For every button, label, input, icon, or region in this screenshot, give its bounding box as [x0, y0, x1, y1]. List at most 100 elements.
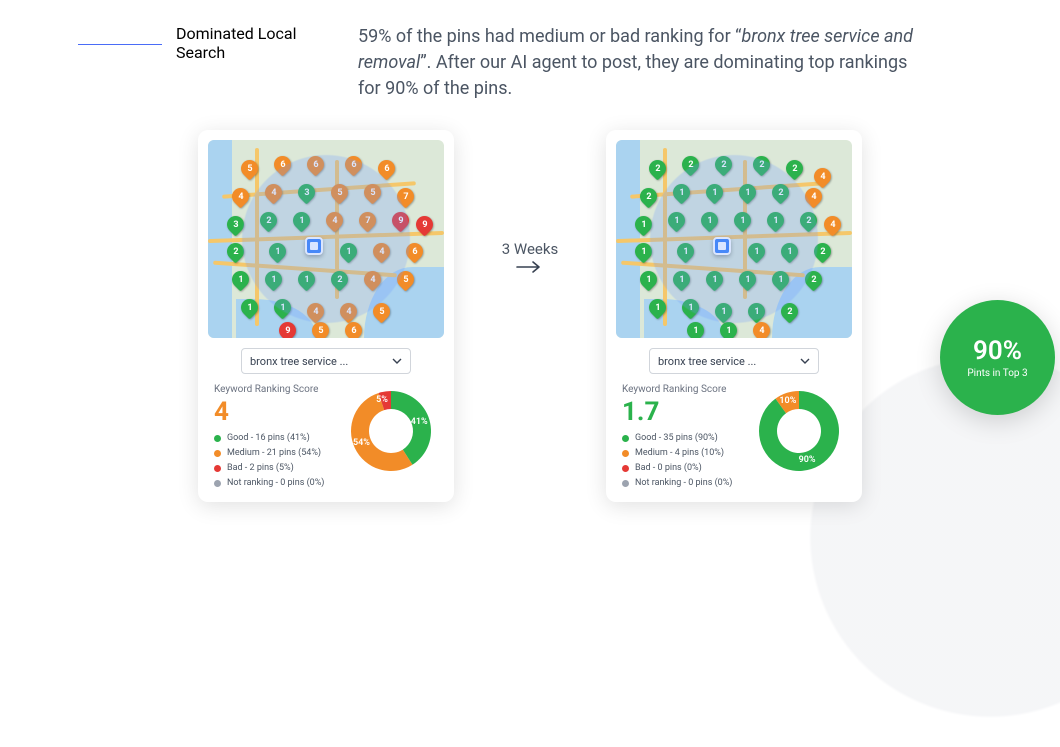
map-pin: 6: [341, 319, 365, 338]
legend-item: Medium - 4 pins (10%): [622, 448, 742, 458]
map-pin: 4: [820, 212, 844, 236]
map-pin: 5: [393, 267, 417, 291]
map-pin: 9: [412, 212, 436, 236]
donut-slice-label: 5%: [376, 395, 388, 405]
map-pin: 5: [238, 157, 262, 181]
map-pin: 3: [294, 180, 318, 204]
map-pin: 2: [778, 299, 802, 323]
map-pin: 2: [636, 184, 660, 208]
map-pin: 1: [764, 208, 788, 232]
map-pin: 1: [261, 267, 285, 291]
map-pin: 1: [735, 180, 759, 204]
map-pin: 1: [636, 267, 660, 291]
donut-slice-label: 10%: [779, 396, 796, 406]
legend-item: Bad - 0 pins (0%): [622, 463, 742, 473]
map-pin: 5: [327, 180, 351, 204]
legend-item: Not ranking - 0 pins (0%): [214, 478, 334, 488]
map-pin: 1: [294, 267, 318, 291]
header-description: 59% of the pins had medium or bad rankin…: [358, 24, 918, 102]
map-pin: 5: [360, 180, 384, 204]
map-pin: 1: [679, 295, 703, 319]
map-pin: 1: [631, 240, 655, 264]
map-pin: 1: [730, 208, 754, 232]
map-pin: 5: [308, 319, 332, 338]
map-pin: 4: [811, 164, 835, 188]
map-pin: 2: [223, 240, 247, 264]
dropdown-value: bronx tree service ...: [658, 355, 756, 368]
map-pin: 1: [631, 212, 655, 236]
map-pin: 4: [360, 267, 384, 291]
map-pin: 2: [797, 208, 821, 232]
after-card: 22222421112411111241111211111211112114 b…: [606, 130, 862, 502]
map-pin: 4: [749, 319, 773, 338]
map-pin: 6: [271, 153, 295, 177]
map-pin: 1: [266, 240, 290, 264]
legend-item: Good - 16 pins (41%): [214, 433, 334, 443]
map-pin: 1: [735, 267, 759, 291]
map-pin: 2: [801, 267, 825, 291]
legend: Good - 35 pins (90%)Medium - 4 pins (10%…: [622, 433, 742, 488]
map-pin: 1: [683, 319, 707, 338]
chevron-down-icon: [800, 356, 810, 366]
map-pin: 1: [768, 267, 792, 291]
map-pin: 1: [745, 240, 769, 264]
map-pin: 1: [716, 319, 740, 338]
business-location-pin: [713, 237, 731, 255]
map-pin: 1: [669, 180, 693, 204]
map-pin: 2: [712, 153, 736, 177]
header-accent-line: [78, 44, 162, 45]
map-pin: 2: [782, 157, 806, 181]
map-pin: 2: [679, 153, 703, 177]
map-pin: 4: [322, 208, 346, 232]
map-pin: 9: [275, 319, 299, 338]
map-pin: 1: [712, 299, 736, 323]
map-pin: 1: [337, 240, 361, 264]
map-pin: 2: [749, 153, 773, 177]
map-pin: 2: [256, 208, 280, 232]
legend-item: Not ranking - 0 pins (0%): [622, 478, 742, 488]
map-pin: 1: [238, 295, 262, 319]
donut-slice-label: 90%: [799, 455, 816, 465]
score-value: 4: [214, 397, 334, 427]
badge-percent: 90%: [973, 336, 1022, 366]
map-pin: 6: [341, 153, 365, 177]
map-pin: 1: [745, 299, 769, 323]
result-badge: 90% Pints in Top 3: [940, 300, 1055, 415]
arrow-right-icon: [515, 260, 545, 274]
map-pin: 6: [304, 153, 328, 177]
business-location-pin: [305, 237, 323, 255]
map-pin: 1: [664, 208, 688, 232]
keyword-dropdown[interactable]: bronx tree service ...: [649, 348, 819, 374]
map-pin: 2: [768, 180, 792, 204]
score-value: 1.7: [622, 397, 742, 427]
map-pin: 1: [271, 295, 295, 319]
dropdown-value: bronx tree service ...: [250, 355, 348, 368]
map-pin: 7: [393, 184, 417, 208]
map-pin: 2: [646, 157, 670, 181]
map-pin: 1: [778, 240, 802, 264]
map-pin: 6: [403, 240, 427, 264]
keyword-dropdown[interactable]: bronx tree service ...: [241, 348, 411, 374]
map-pin: 1: [289, 208, 313, 232]
header-label: Dominated Local Search: [176, 24, 338, 62]
map-pin: 5: [370, 299, 394, 323]
map-pin: 6: [374, 157, 398, 181]
map-pin: 3: [223, 212, 247, 236]
legend: Good - 16 pins (41%)Medium - 21 pins (54…: [214, 433, 334, 488]
map-pin: 4: [304, 299, 328, 323]
ranking-donut: 41% 54% 5%: [344, 384, 438, 478]
map-pin: 1: [669, 267, 693, 291]
transition-label: 3 Weeks: [502, 240, 558, 258]
map-pin: 1: [697, 208, 721, 232]
donut-slice-label: 54%: [353, 438, 370, 448]
map-pin: 4: [801, 184, 825, 208]
donut-slice-label: 41%: [411, 417, 428, 427]
map-pin: 4: [261, 180, 285, 204]
score-title: Keyword Ranking Score: [214, 384, 334, 395]
legend-item: Bad - 2 pins (5%): [214, 463, 334, 473]
chevron-down-icon: [392, 356, 402, 366]
map-pin: 1: [702, 180, 726, 204]
ranking-map: 22222421112411111241111211111211112114: [616, 140, 852, 338]
ranking-donut: 90% 10%: [752, 384, 846, 478]
badge-subtitle: Pints in Top 3: [967, 368, 1027, 379]
